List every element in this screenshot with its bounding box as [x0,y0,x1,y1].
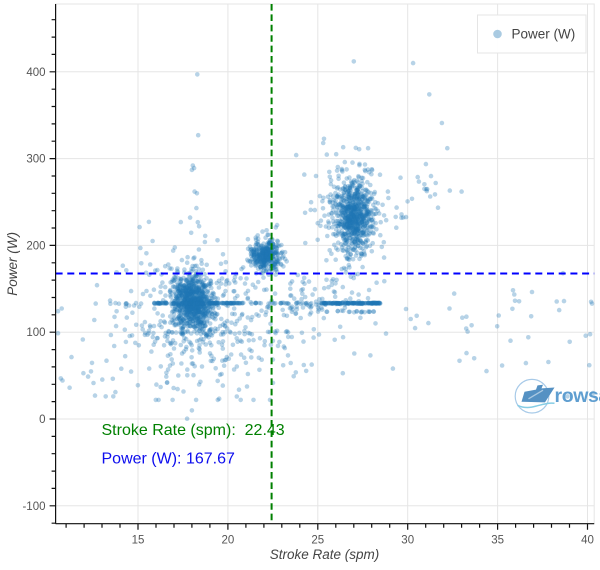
svg-text:100: 100 [26,327,45,339]
svg-text:30: 30 [401,535,414,547]
svg-text:200: 200 [26,240,45,252]
svg-text:Power (W): Power (W) [512,27,576,42]
svg-text:15: 15 [132,535,145,547]
svg-text:Stroke Rate (spm): 22.43: Stroke Rate (spm): 22.43 [102,422,285,439]
svg-text:35: 35 [491,535,504,547]
svg-text:rowsandall.com: rowsandall.com [555,385,600,407]
svg-text:40: 40 [581,535,594,547]
svg-text:0: 0 [39,414,45,426]
svg-text:Power (W): Power (W) [5,232,20,296]
svg-text:-100: -100 [22,501,45,513]
svg-text:Power (W): 167.67: Power (W): 167.67 [102,451,235,468]
svg-text:25: 25 [311,535,324,547]
svg-text:Stroke Rate (spm): Stroke Rate (spm) [270,547,380,562]
svg-text:20: 20 [222,535,235,547]
svg-text:300: 300 [26,154,45,166]
svg-text:400: 400 [26,67,45,79]
